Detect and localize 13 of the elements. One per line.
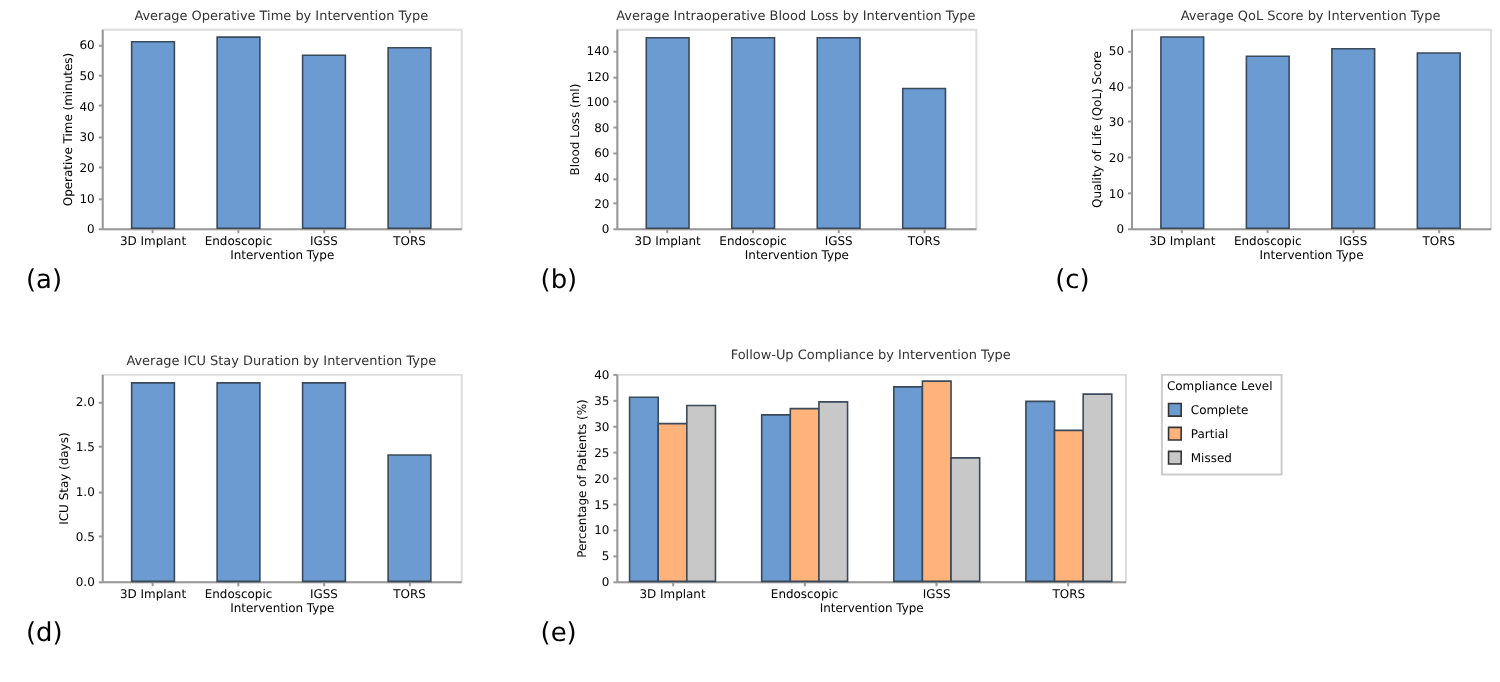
bar [1331, 47, 1376, 230]
text: (b) [540, 266, 578, 297]
bar [1416, 52, 1461, 230]
text: (e) [540, 619, 577, 650]
bar [1160, 36, 1205, 230]
bar [216, 36, 261, 230]
text: (d) [25, 619, 63, 650]
text: (a) [25, 266, 63, 297]
bar [387, 47, 432, 230]
bar [130, 40, 176, 230]
text: (c) [1055, 266, 1090, 297]
bar [1245, 55, 1290, 230]
bar [301, 54, 347, 230]
